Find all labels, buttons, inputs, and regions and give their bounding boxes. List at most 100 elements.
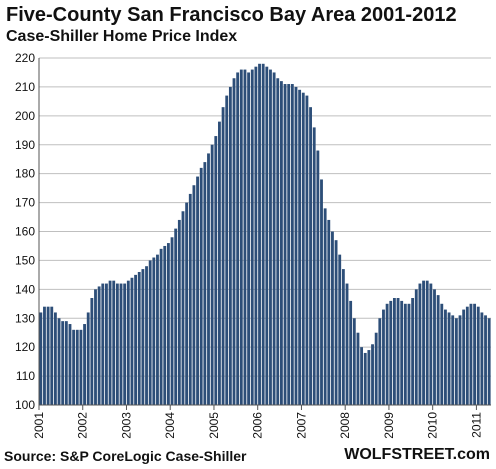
y-tick-label: 110	[16, 369, 35, 383]
bar	[436, 295, 440, 405]
bar	[309, 107, 312, 406]
bar	[378, 318, 382, 405]
bar	[352, 318, 356, 405]
bar	[86, 312, 90, 405]
bar	[385, 303, 389, 405]
bar	[341, 269, 345, 405]
bar	[192, 185, 196, 405]
y-tick-label: 210	[15, 80, 35, 94]
bar	[170, 237, 174, 405]
bar	[451, 315, 455, 405]
y-tick-label: 120	[15, 340, 35, 354]
bar	[414, 289, 418, 405]
y-tick-label: 150	[15, 253, 35, 267]
bar	[83, 324, 86, 405]
bar	[360, 347, 364, 405]
bar	[258, 63, 261, 406]
bar	[90, 298, 94, 405]
bar	[487, 318, 491, 405]
bar	[269, 69, 272, 406]
y-tick-label: 220	[15, 51, 35, 65]
bar	[119, 283, 123, 405]
bar	[39, 312, 43, 405]
bar	[265, 66, 269, 406]
y-tick-label: 130	[15, 311, 35, 325]
x-tick-label: 2003	[119, 412, 133, 439]
bar	[108, 280, 112, 405]
bar	[440, 303, 444, 405]
bar	[320, 179, 323, 405]
bar	[469, 303, 473, 405]
bar	[465, 306, 469, 405]
bar	[145, 266, 148, 405]
bar	[50, 306, 54, 405]
x-tick-label: 2001	[32, 412, 46, 439]
bar	[290, 84, 294, 406]
bar	[218, 121, 221, 405]
bar	[458, 315, 462, 405]
y-tick-label: 170	[15, 196, 35, 210]
bar	[185, 202, 189, 405]
bar	[228, 86, 232, 406]
bars	[39, 63, 491, 406]
bar	[239, 69, 243, 406]
source-note: Source: S&P CoreLogic Case-Shiller	[4, 448, 247, 464]
bar	[411, 298, 415, 405]
bar	[367, 350, 371, 405]
bar	[276, 78, 280, 405]
bar	[356, 332, 360, 405]
x-tick-label: 2005	[207, 412, 221, 439]
bar	[298, 89, 302, 405]
bar	[163, 245, 167, 405]
bar	[112, 280, 116, 405]
bar	[203, 162, 207, 405]
x-tick-label: 2008	[338, 412, 352, 439]
bar	[123, 283, 127, 405]
bar	[148, 260, 152, 405]
bar	[484, 315, 487, 405]
chart-subtitle: Case-Shiller Home Price Index	[6, 28, 238, 45]
y-tick-label: 180	[15, 167, 35, 181]
bar	[261, 63, 265, 406]
bar	[101, 283, 105, 405]
bar	[444, 309, 447, 405]
bar	[338, 254, 342, 405]
y-tick-label: 200	[15, 109, 35, 123]
bar	[207, 153, 210, 405]
x-tick-label: 2004	[163, 412, 177, 439]
bar	[429, 283, 433, 405]
bar	[115, 283, 119, 405]
bar	[462, 309, 466, 405]
bar	[166, 243, 170, 405]
bar	[159, 248, 163, 405]
bar	[392, 298, 396, 405]
bar	[188, 193, 192, 405]
bar	[247, 72, 251, 405]
bar	[57, 318, 61, 405]
bar	[43, 306, 46, 405]
bar	[199, 167, 203, 405]
x-tick-label: 2009	[382, 412, 396, 439]
bar	[250, 69, 254, 406]
bar	[210, 144, 214, 405]
bar	[79, 329, 83, 405]
bar	[374, 332, 378, 405]
x-tick-label: 2011	[469, 412, 483, 438]
bar	[254, 66, 258, 406]
y-tick-label: 190	[15, 138, 35, 152]
bar	[46, 306, 50, 405]
bar	[480, 312, 484, 405]
bar	[126, 280, 130, 405]
bar	[105, 283, 108, 405]
x-tick-label: 2010	[426, 412, 440, 439]
y-tick-labels: 100 110 120 130 140 150 160 170 180 190 200 210 220	[15, 51, 35, 412]
bar	[130, 277, 134, 405]
bar	[425, 280, 429, 405]
bar	[294, 86, 298, 406]
bar	[137, 271, 141, 405]
bar	[283, 84, 287, 406]
y-tick-label: 160	[15, 225, 35, 239]
bar	[447, 312, 451, 405]
bar	[301, 92, 305, 405]
bar	[407, 303, 411, 405]
